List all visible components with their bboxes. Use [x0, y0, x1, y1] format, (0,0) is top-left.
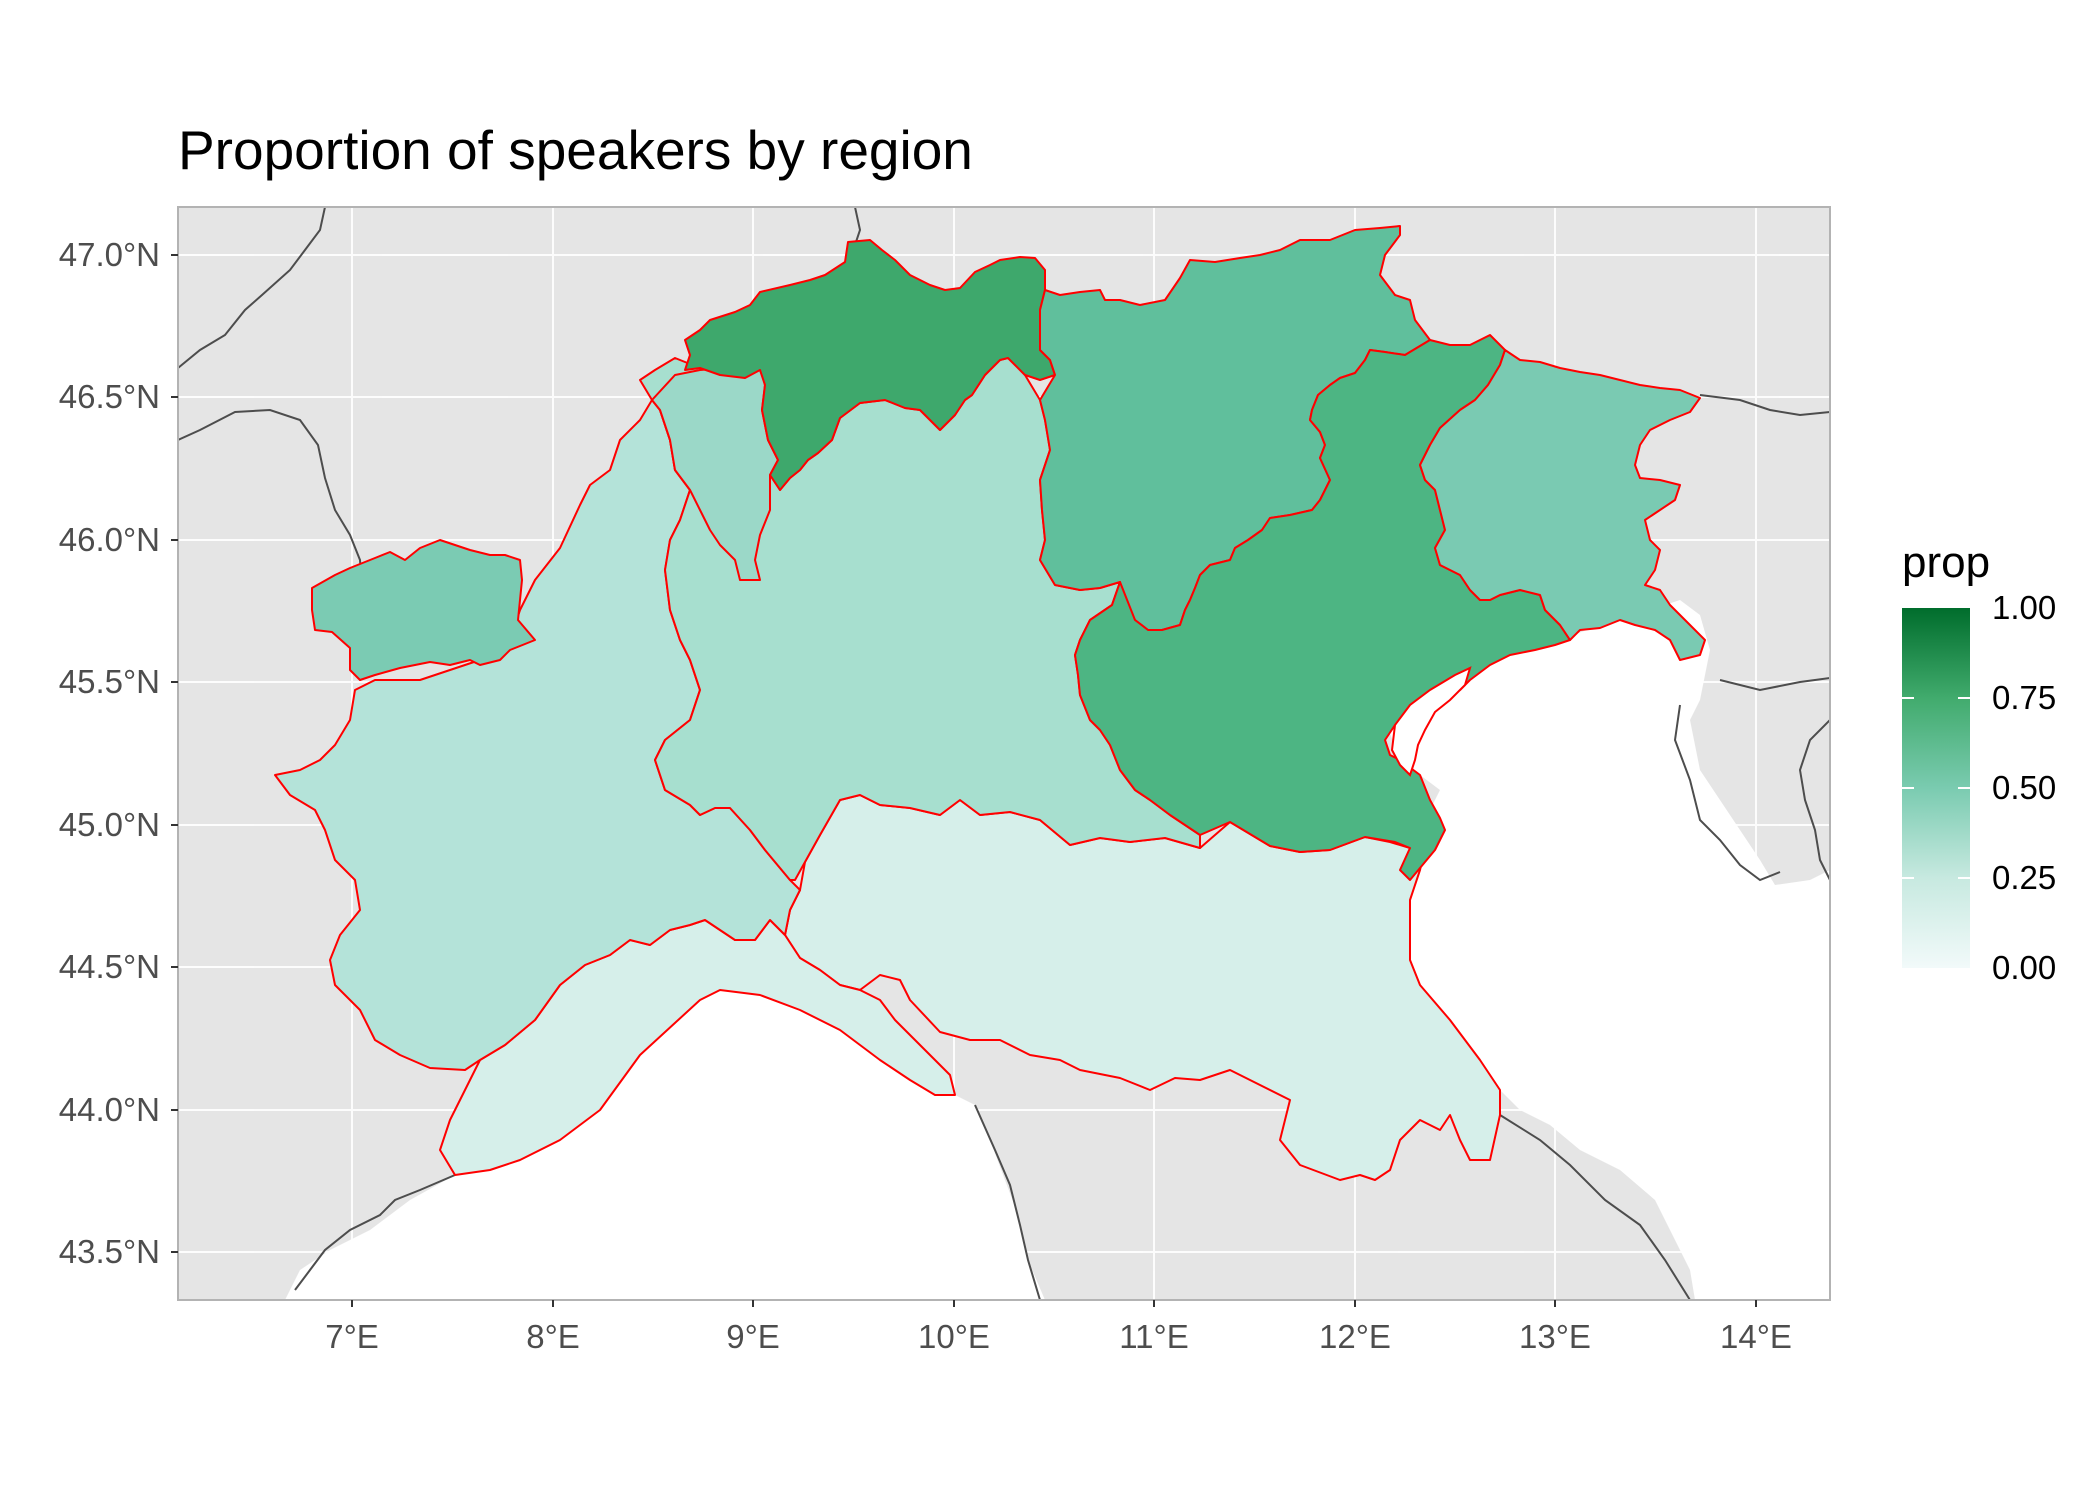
- x-tick-label: 9°E: [726, 1318, 780, 1355]
- legend-label: 0.50: [1992, 769, 2057, 806]
- legend-tick: [1902, 697, 1914, 699]
- legend-tick: [1902, 787, 1914, 789]
- legend-title: prop: [1902, 538, 1991, 587]
- legend-tick: [1902, 877, 1914, 879]
- y-tick-label: 46.5°N: [58, 378, 160, 415]
- region-graubuenden: [684, 239, 1056, 491]
- x-tick-label: 12°E: [1319, 1318, 1391, 1355]
- y-tick-label: 44.0°N: [58, 1091, 160, 1128]
- venice-lagoon: [1390, 666, 1472, 777]
- legend-label: 0.25: [1992, 859, 2057, 896]
- sea-area-ligurian: [285, 990, 1045, 1300]
- x-tick-label: 13°E: [1519, 1318, 1591, 1355]
- x-tick-label: 14°E: [1720, 1318, 1792, 1355]
- y-tick-label: 45.5°N: [58, 663, 160, 700]
- x-tick-label: 11°E: [1119, 1318, 1189, 1355]
- x-tick-label: 7°E: [325, 1318, 379, 1355]
- legend-tick: [1958, 697, 1970, 699]
- legend-colorbar: [1902, 608, 1970, 968]
- region-friuli-venezia-giulia: [1419, 349, 1706, 661]
- legend-label: 1.00: [1992, 589, 2057, 626]
- legend-tick: [1958, 877, 1970, 879]
- legend-tick: [1958, 787, 1970, 789]
- sea-area-adriatic: [1385, 600, 1830, 1300]
- y-tick-label: 43.5°N: [58, 1233, 160, 1270]
- x-tick-label: 10°E: [918, 1318, 990, 1355]
- legend-label: 0.75: [1992, 679, 2057, 716]
- y-tick-label: 46.0°N: [58, 521, 160, 558]
- map-panel-border: [177, 206, 1831, 1301]
- y-tick-label: 45.0°N: [58, 806, 160, 843]
- country-borders: [178, 207, 1830, 1300]
- x-tick-label: 8°E: [526, 1318, 580, 1355]
- axis-ticks: [171, 254, 1757, 1307]
- region-valle-d-aosta: [311, 539, 536, 681]
- region-piemonte: [274, 399, 801, 1071]
- regions: [274, 225, 1706, 1181]
- y-tick-label: 47.0°N: [58, 236, 160, 273]
- legend-label: 0.00: [1992, 949, 2057, 986]
- y-tick-label: 44.5°N: [58, 948, 160, 985]
- chart-title: Proportion of speakers by region: [178, 119, 973, 181]
